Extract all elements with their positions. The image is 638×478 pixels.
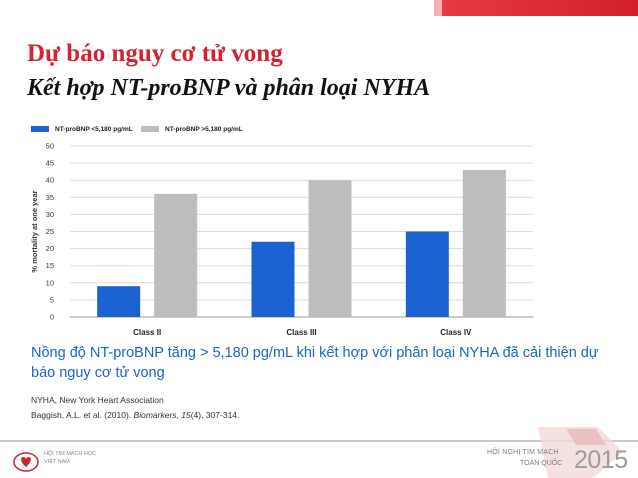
legend-label-low: NT-proBNP <5,180 pg/mL bbox=[55, 126, 133, 133]
legend-label-high: NT-proBNP >5,180 pg/mL bbox=[165, 126, 243, 133]
legend-swatch-low bbox=[31, 126, 49, 133]
congress-logo-icon bbox=[538, 427, 623, 478]
legend-item-low: NT-proBNP <5,180 pg/mL bbox=[31, 126, 133, 133]
vnha-logo-text: HỘI TIM MẠCH HỌC VIỆT NAM bbox=[44, 450, 96, 466]
vnha-logo-icon bbox=[13, 452, 39, 472]
y-tick-label: 45 bbox=[46, 159, 54, 168]
bar-low-class-iii bbox=[251, 241, 295, 317]
legend-swatch-high bbox=[141, 126, 159, 133]
slide-title: Dự báo nguy cơ tử vong bbox=[27, 40, 283, 67]
y-tick-label: 10 bbox=[46, 278, 54, 287]
congress-logo-line2: TOÀN QUỐC bbox=[520, 460, 563, 467]
mortality-bar-chart: 0 5 10 15 20 25 30 35 40 45 50 % mortality at one y… bbox=[30, 142, 533, 337]
x-tick-label: Class II bbox=[133, 328, 161, 337]
vnha-logo-line1: HỘI TIM MẠCH HỌC bbox=[44, 451, 97, 457]
x-tick-label: Class IV bbox=[440, 328, 472, 337]
x-tick-label: Class III bbox=[286, 328, 316, 337]
y-tick-label: 0 bbox=[50, 313, 54, 322]
citation: Baggish, A.L. et al. (2010). Biomarkers,… bbox=[31, 410, 239, 420]
congress-logo-year: 2015 bbox=[574, 446, 628, 474]
y-axis-label: % mortality at one year bbox=[30, 190, 39, 272]
y-tick-label: 15 bbox=[46, 261, 54, 270]
citation-rest: (4), 307-314. bbox=[190, 410, 240, 420]
y-tick-label: 35 bbox=[46, 193, 54, 202]
legend-item-high: NT-proBNP >5,180 pg/mL bbox=[141, 126, 243, 133]
bar-low-class-iv bbox=[405, 231, 449, 317]
vnha-logo-line2: VIỆT NAM bbox=[44, 459, 70, 465]
bar-low-class-ii bbox=[97, 286, 141, 317]
top-accent-bar bbox=[434, 0, 638, 16]
conclusion-text: Nồng độ NT-proBNP tăng > 5,180 pg/mL khi… bbox=[31, 345, 599, 381]
y-tick-label: 25 bbox=[46, 227, 54, 236]
bar-high-class-ii bbox=[154, 193, 198, 317]
citation-authors: Baggish, A.L. et al. (2010). bbox=[31, 410, 134, 420]
footer bbox=[0, 440, 638, 478]
y-tick-label: 50 bbox=[46, 142, 54, 151]
y-tick-label: 30 bbox=[46, 210, 54, 219]
slide-subtitle: Kết hợp NT-proBNP và phân loại NYHA bbox=[27, 75, 431, 101]
footer-divider bbox=[0, 440, 638, 442]
y-tick-label: 40 bbox=[46, 176, 54, 185]
bar-high-class-iv bbox=[462, 169, 506, 317]
congress-logo-line1: HỘI NGHỊ TIM MẠCH bbox=[487, 449, 559, 456]
y-tick-label: 20 bbox=[46, 244, 54, 253]
citation-journal: Biomarkers, 15 bbox=[133, 410, 191, 420]
bar-high-class-iii bbox=[308, 180, 352, 317]
y-tick-label: 5 bbox=[50, 295, 54, 304]
abbreviation-note: NYHA, New York Heart Association bbox=[31, 395, 164, 405]
